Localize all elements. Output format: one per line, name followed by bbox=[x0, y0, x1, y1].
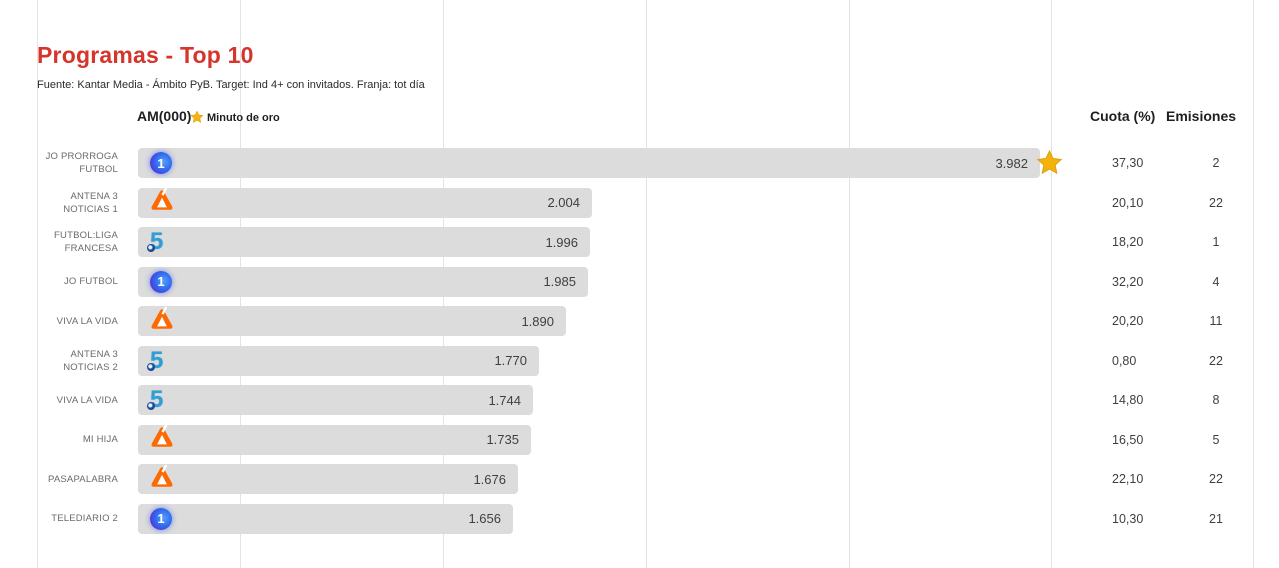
telecinco-channel-icon: 5 bbox=[147, 347, 163, 374]
la1-channel-icon: 1 bbox=[150, 152, 172, 174]
telecinco-eye-dot bbox=[147, 362, 155, 371]
emisiones-value: 8 bbox=[1212, 393, 1220, 407]
am-bar: 5 1.996 bbox=[138, 227, 590, 257]
emisiones-value: 21 bbox=[1209, 511, 1223, 526]
am-bar: 1 1.656 bbox=[138, 503, 513, 534]
program-label: FUTBOL:LIGA FRANCESA bbox=[54, 230, 118, 254]
emisiones-value: 22 bbox=[1209, 353, 1223, 368]
gridline bbox=[1051, 0, 1052, 568]
am-bar: 1 1.985 bbox=[138, 266, 588, 297]
gold-minute-legend-label: Minuto de oro bbox=[207, 112, 280, 124]
program-label: MI HIJA bbox=[82, 434, 118, 445]
am-bar: 2.004 bbox=[138, 187, 592, 218]
gold-minute-star-icon bbox=[1036, 149, 1063, 181]
am-value: 1.676 bbox=[473, 471, 506, 487]
program-label: TELEDIARIO 2 bbox=[51, 513, 118, 524]
emisiones-value: 1 bbox=[1212, 235, 1220, 249]
am-bar: 5 1.770 bbox=[138, 345, 539, 376]
program-label: JO FUTBOL bbox=[63, 276, 118, 287]
cuota-value: 20,20 bbox=[1112, 314, 1144, 328]
am-bar: 5 1.744 bbox=[138, 385, 533, 415]
am-bar: 1 3.982 bbox=[138, 148, 1040, 178]
telecinco-channel-icon: 5 bbox=[147, 229, 163, 255]
cuota-value: 37,30 bbox=[1112, 156, 1144, 170]
page-title: Programas - Top 10 bbox=[37, 42, 254, 68]
emisiones-value: 11 bbox=[1209, 314, 1223, 328]
am-value: 1.996 bbox=[545, 234, 578, 250]
am-value: 1.744 bbox=[488, 392, 521, 408]
cuota-value: 20,10 bbox=[1112, 195, 1144, 210]
antena3-channel-icon bbox=[150, 305, 174, 336]
program-label: JO PRORROGA FUTBOL bbox=[45, 151, 118, 175]
antena3-channel-icon bbox=[150, 187, 174, 217]
source-note: Fuente: Kantar Media - Ámbito PyB. Targe… bbox=[37, 79, 425, 91]
la1-channel-icon: 1 bbox=[150, 270, 172, 293]
program-label: PASAPALABRA bbox=[48, 473, 118, 485]
gridline bbox=[37, 0, 38, 568]
program-label: ANTENA 3 NOTICIAS 1 bbox=[63, 190, 118, 215]
program-label: ANTENA 3 NOTICIAS 2 bbox=[63, 348, 118, 373]
cuota-value: 14,80 bbox=[1112, 393, 1144, 407]
telecinco-channel-icon: 5 bbox=[147, 387, 163, 413]
am-value: 1.770 bbox=[494, 353, 527, 368]
emisiones-value: 22 bbox=[1209, 195, 1223, 210]
am-value: 1.735 bbox=[486, 432, 519, 447]
telecinco-eye-dot bbox=[147, 402, 155, 410]
cuota-value: 10,30 bbox=[1112, 511, 1144, 526]
am-value: 1.890 bbox=[521, 313, 554, 329]
gridline bbox=[646, 0, 647, 568]
cuota-value: 18,20 bbox=[1112, 235, 1144, 249]
program-label: VIVA LA VIDA bbox=[56, 315, 118, 327]
telecinco-eye-dot bbox=[147, 244, 155, 252]
emisiones-value: 22 bbox=[1209, 472, 1223, 486]
la1-channel-icon: 1 bbox=[150, 507, 172, 530]
emisiones-column-header: Emisiones bbox=[1166, 108, 1237, 124]
am-column-header: AM(000) bbox=[137, 108, 192, 124]
cuota-value: 0,80 bbox=[1112, 353, 1137, 368]
am-bar: 1.735 bbox=[138, 424, 531, 455]
emisiones-value: 5 bbox=[1212, 432, 1220, 447]
gold-minute-star-icon bbox=[190, 110, 204, 124]
emisiones-value: 4 bbox=[1212, 274, 1220, 289]
am-value: 1.656 bbox=[468, 511, 501, 526]
program-label: VIVA LA VIDA bbox=[56, 394, 118, 406]
am-value: 2.004 bbox=[547, 195, 580, 210]
am-value: 3.982 bbox=[995, 155, 1028, 171]
cuota-value: 16,50 bbox=[1112, 432, 1144, 447]
antena3-channel-icon bbox=[150, 463, 174, 494]
antena3-channel-icon bbox=[150, 424, 174, 454]
cuota-column-header: Cuota (%) bbox=[1090, 108, 1156, 124]
cuota-value: 32,20 bbox=[1112, 274, 1144, 289]
am-bar: 1.890 bbox=[138, 305, 566, 336]
cuota-value: 22,10 bbox=[1112, 472, 1144, 486]
am-value: 1.985 bbox=[543, 274, 576, 289]
emisiones-value: 2 bbox=[1212, 156, 1220, 170]
gridline bbox=[849, 0, 850, 568]
gridline bbox=[1253, 0, 1254, 568]
am-bar: 1.676 bbox=[138, 463, 518, 494]
